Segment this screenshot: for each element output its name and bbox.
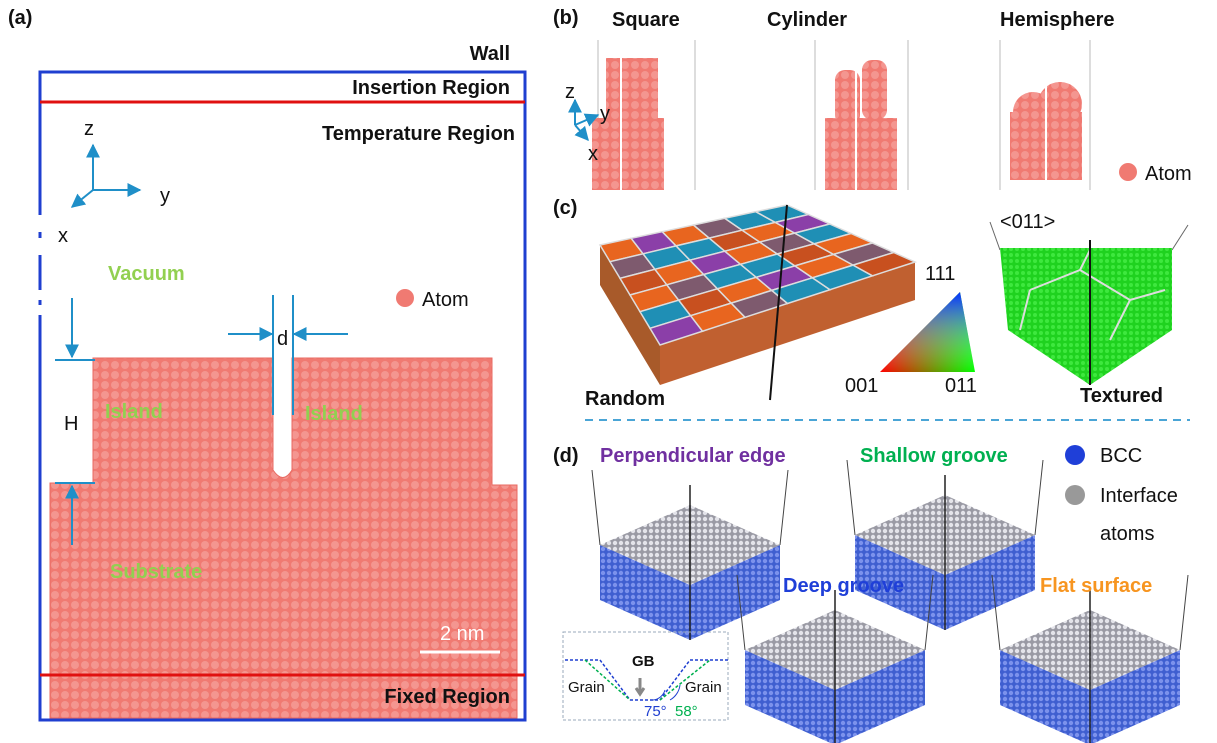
box-edge <box>769 204 788 401</box>
box-side <box>690 545 780 640</box>
box-side <box>835 650 925 743</box>
insertion-label: Insertion Region <box>352 77 510 99</box>
box-side <box>855 535 945 630</box>
interface-icon <box>1065 485 1085 505</box>
scale-label: 2 nm <box>440 623 484 645</box>
shape-title: Square <box>612 9 680 31</box>
d-label: d <box>277 328 288 350</box>
box-frame <box>846 459 1044 536</box>
box-side <box>745 650 835 743</box>
case-title: Perpendicular edge <box>600 445 786 467</box>
angle-label: 58° <box>675 703 698 720</box>
case-title: Flat surface <box>1040 575 1152 597</box>
wall-label: Wall <box>470 43 510 65</box>
vacuum-label: Vacuum <box>108 263 185 285</box>
axes-a <box>70 143 142 208</box>
shape-title: Cylinder <box>767 9 847 31</box>
panel-label: (c) <box>553 197 577 219</box>
atom-icon <box>1119 163 1137 181</box>
groove-inset <box>562 631 729 721</box>
interface-legend: Interface <box>1100 485 1178 507</box>
axis-y: y <box>160 185 170 207</box>
orientation-label: <011> <box>1000 211 1055 233</box>
textured-box <box>989 221 1189 385</box>
ipf-triangle-overlay <box>880 292 975 372</box>
shape-hemisphere <box>999 40 1091 190</box>
axis-z: z <box>565 81 575 103</box>
box-side <box>600 545 690 640</box>
temperature-label: Temperature Region <box>322 123 515 145</box>
panel-label: (d) <box>553 445 579 467</box>
axis-z: z <box>84 118 94 140</box>
grain-label: Grain <box>685 679 722 696</box>
box-frame <box>991 574 1189 651</box>
bcc-legend: BCC <box>1100 445 1142 467</box>
angle-label: 75° <box>644 703 667 720</box>
case-title: Shallow groove <box>860 445 1008 467</box>
panel-label: (b) <box>553 7 579 29</box>
grain <box>851 251 918 277</box>
box-side <box>1090 650 1180 743</box>
ipf-label: 001 <box>845 375 878 397</box>
axes-b <box>568 98 600 142</box>
groove-boxes <box>591 459 1189 743</box>
island-label: Island <box>105 401 163 423</box>
d-marker <box>228 295 348 415</box>
substrate-label: Substrate <box>110 561 202 583</box>
box-side <box>1000 650 1090 743</box>
random-label: Random <box>585 388 665 410</box>
atom-icon <box>396 289 414 307</box>
shape-title: Hemisphere <box>1000 9 1115 31</box>
box-side <box>945 535 1035 630</box>
panel-label: (a) <box>8 7 32 29</box>
ipf-label: 111 <box>925 263 955 285</box>
shape-cylinder <box>814 40 909 190</box>
fixed-label: Fixed Region <box>384 686 510 708</box>
box-frame <box>591 469 789 546</box>
interface-legend: atoms <box>1100 523 1154 545</box>
atom-slab <box>49 357 518 719</box>
textured-label: Textured <box>1080 385 1163 407</box>
h-marker <box>55 298 95 545</box>
island-label: Island <box>305 403 363 425</box>
case-title: Deep groove <box>783 575 904 597</box>
atom-legend: Atom <box>1145 163 1192 185</box>
gb-label: GB <box>632 653 655 670</box>
axis-x: x <box>58 225 68 247</box>
atom-legend: Atom <box>422 289 469 311</box>
axis-y: y <box>600 103 610 125</box>
random-slab <box>598 204 918 385</box>
bcc-icon <box>1065 445 1085 465</box>
shape-square <box>592 40 696 190</box>
box-frame <box>736 574 934 651</box>
grain-label: Grain <box>568 679 605 696</box>
wall-box <box>38 70 527 722</box>
axis-x: x <box>588 143 598 165</box>
h-label: H <box>64 413 78 435</box>
ipf-label: 011 <box>945 375 977 397</box>
